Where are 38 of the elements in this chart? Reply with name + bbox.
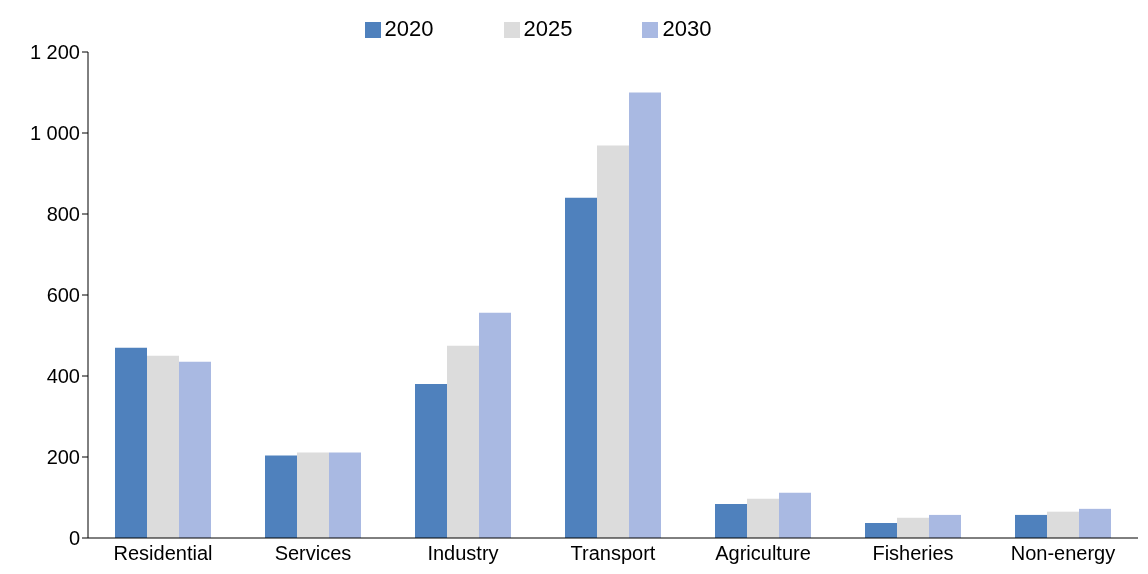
bar [865, 523, 897, 538]
bar [565, 197, 597, 538]
bar [779, 492, 811, 538]
bar [115, 347, 147, 538]
y-tick-label: 1 000 [29, 122, 80, 145]
bar [147, 355, 179, 538]
bar [597, 145, 629, 538]
x-tick-label: Residential [113, 542, 213, 565]
bar [1015, 514, 1047, 538]
y-tick-label: 600 [46, 284, 80, 307]
x-tick-label: Industry [427, 542, 499, 565]
y-tick-label: 800 [46, 203, 80, 226]
y-tick-label: 400 [46, 365, 80, 388]
bar [747, 498, 779, 538]
bar [897, 517, 929, 538]
bar [715, 503, 747, 538]
x-tick-label: Agriculture [715, 542, 811, 565]
y-tick-label: 200 [46, 446, 80, 469]
bar [1079, 508, 1111, 538]
bar [265, 455, 297, 538]
bar [179, 361, 211, 538]
bar [929, 514, 961, 538]
legend-label: 2030 [662, 16, 712, 41]
bar [415, 384, 447, 538]
y-tick-label: 1 200 [29, 41, 80, 64]
bar [479, 312, 511, 538]
bar [447, 345, 479, 538]
legend-label: 2025 [523, 16, 573, 41]
legend-label: 2020 [384, 16, 434, 41]
bar [629, 92, 661, 538]
x-tick-label: Non-energy [1010, 542, 1116, 565]
bar [329, 452, 361, 538]
x-tick-label: Fisheries [872, 542, 954, 565]
y-tick-label: 0 [68, 527, 80, 550]
bar [297, 452, 329, 538]
x-tick-label: Services [274, 542, 352, 565]
x-tick-label: Transport [570, 542, 656, 565]
bar [1047, 511, 1079, 538]
